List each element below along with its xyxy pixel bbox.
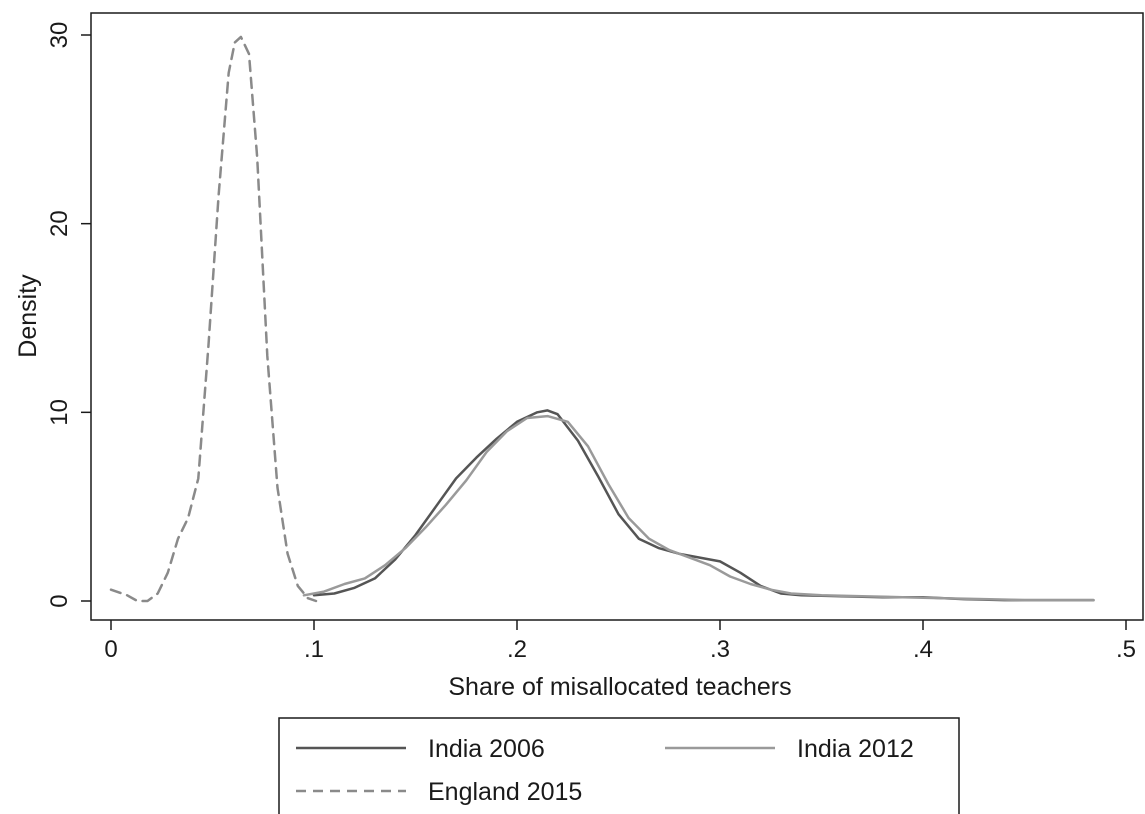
y-axis: 0 10 20 30 [46,22,91,608]
y-tick-label: 0 [46,594,73,607]
legend: India 2006 India 2012 England 2015 [278,717,960,814]
legend-label-india-2012: India 2012 [797,735,914,763]
x-axis: 0 .1 .2 .3 .4 .5 [104,620,1136,663]
y-tick-label: 30 [46,22,73,49]
legend-box [278,717,960,814]
x-axis-title: Share of misallocated teachers [448,673,791,701]
x-tick-label: .2 [507,636,527,663]
x-tick-label: .5 [1116,636,1136,663]
legend-label-india-2006: India 2006 [428,735,545,763]
series-layer [109,35,1095,603]
plot-area [90,12,1144,621]
x-tick-label: .4 [913,636,933,663]
x-tick-label: .3 [710,636,730,663]
y-axis-title: Density [14,274,42,358]
series-line-india-2012 [302,414,1095,602]
x-tick-label: .1 [304,636,324,663]
y-tick-label: 20 [46,210,73,237]
x-tick-label: 0 [104,636,117,663]
series-line-england-2015 [109,35,318,603]
legend-label-england-2015: England 2015 [428,778,582,806]
y-tick-label: 10 [46,399,73,426]
